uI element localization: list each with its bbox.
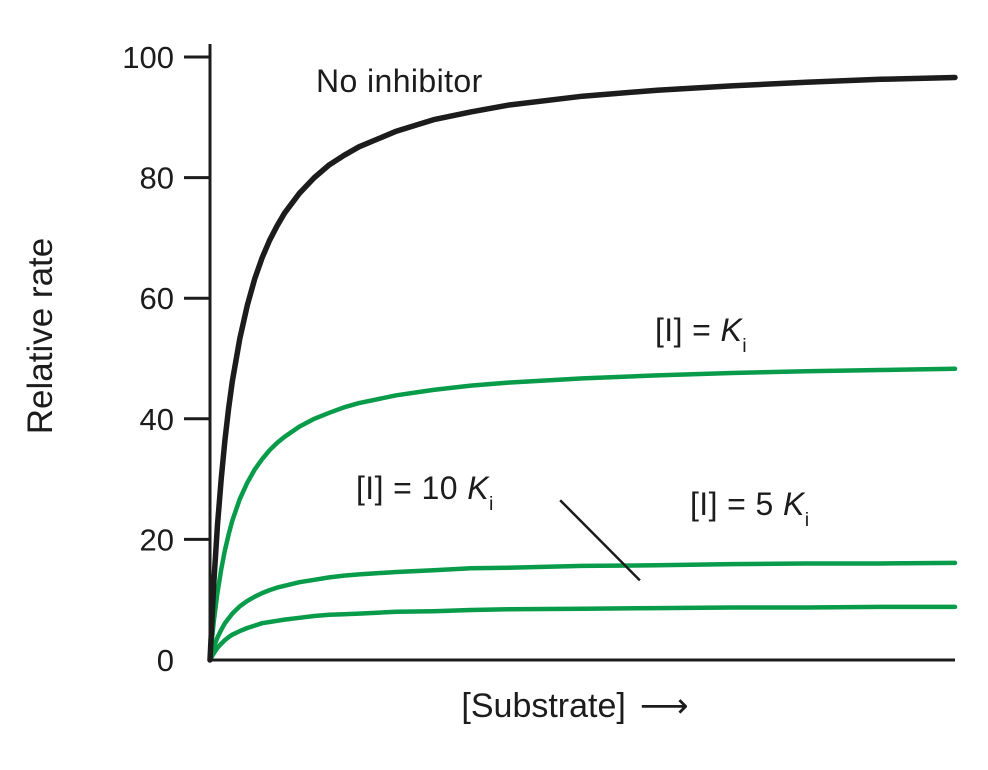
label-prefix: [I] = xyxy=(655,312,721,348)
x-axis-title-text: [Substrate] xyxy=(461,687,626,725)
curve-i-eq-5ki xyxy=(207,560,958,663)
series-label-i-eq-10ki: [I] = 10 Ki xyxy=(356,470,494,514)
y-tick-label: 100 xyxy=(122,40,174,75)
right-arrow-icon: ⟶ xyxy=(639,686,689,726)
y-tick-label: 40 xyxy=(140,402,174,437)
curve-i-eq-10ki xyxy=(207,604,958,663)
label-sub-i: i xyxy=(742,334,748,357)
y-tick-label: 20 xyxy=(140,522,174,557)
series-label-i-eq-ki: [I] = Ki xyxy=(655,312,747,356)
series-label-no-inhibitor: No inhibitor xyxy=(316,63,483,99)
y-tick-label: 60 xyxy=(140,281,174,316)
y-tick-label: 0 xyxy=(157,643,174,678)
curve-i-eq-ki xyxy=(207,366,958,663)
label-sub-i: i xyxy=(488,492,494,515)
curve-no-inhibitor xyxy=(207,74,958,663)
label-pointer-line xyxy=(559,499,641,582)
series-label-i-eq-5ki: [I] = 5 Ki xyxy=(690,486,810,530)
label-k: K xyxy=(720,312,743,348)
label-k: K xyxy=(467,470,489,506)
label-prefix: [I] = 5 xyxy=(690,486,784,522)
y-tick-label: 80 xyxy=(140,161,174,196)
x-axis-title: [Substrate] ⟶ xyxy=(340,686,810,726)
label-prefix: [I] = 10 xyxy=(356,470,468,506)
y-axis-title: Relative rate xyxy=(21,237,60,435)
label-k: K xyxy=(783,486,805,522)
label-sub-i: i xyxy=(804,508,810,531)
